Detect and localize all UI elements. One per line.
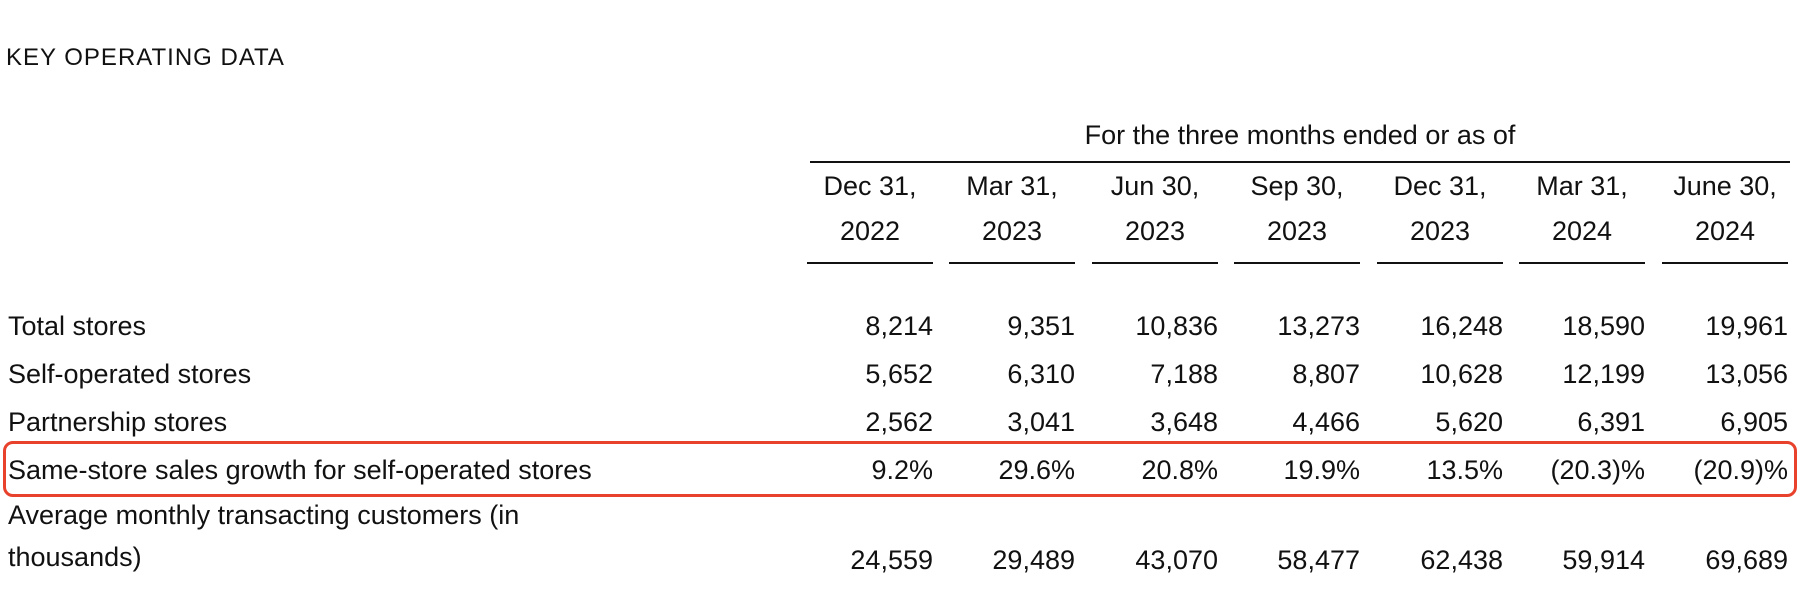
table-cell: 8,807: [1292, 359, 1360, 389]
table-row: Average monthly transacting customers (i…: [8, 494, 1798, 575]
highlight-box: [3, 441, 1797, 497]
column-header: Dec 31, 2022: [807, 164, 933, 264]
table-cell: 4,466: [1292, 407, 1360, 437]
table-cell: 6,391: [1577, 407, 1645, 437]
column-header-line1: Sep 30,: [1250, 171, 1344, 201]
column-header-line2: 2024: [1551, 216, 1613, 246]
column-header-line2: 2023: [1124, 216, 1186, 246]
table-cell: 5,652: [865, 359, 933, 389]
table-row: Partnership stores 2,562 3,041 3,648 4,466 5,…: [8, 398, 1798, 446]
table-row: Same-store sales growth for self-operate…: [8, 446, 1798, 494]
table-cell: 3,648: [1150, 407, 1218, 437]
column-underline: [1662, 260, 1788, 264]
column-header: Mar 31, 2023: [949, 164, 1075, 264]
row-label: Self-operated stores: [8, 359, 252, 389]
table-cell: 2,562: [865, 407, 933, 437]
row-label: Average monthly transacting customers (i…: [8, 500, 520, 572]
column-header: Sep 30, 2023: [1234, 164, 1360, 264]
column-header-line2: 2023: [1409, 216, 1471, 246]
table-cell: 19,961: [1705, 311, 1788, 341]
row-label: Total stores: [8, 311, 147, 341]
table-cell: 13,273: [1277, 311, 1360, 341]
column-group-header: For the three months ended or as of: [810, 120, 1790, 163]
column-underline: [1519, 260, 1645, 264]
table-cell: 9.2%: [871, 455, 933, 485]
table-cell: 62,438: [1420, 545, 1503, 575]
column-header: June 30, 2024: [1662, 164, 1788, 264]
row-label: Partnership stores: [8, 407, 228, 437]
table-cell: 59,914: [1562, 545, 1645, 575]
table-cell: 8,214: [865, 311, 933, 341]
column-underline: [1092, 260, 1218, 264]
row-label: Same-store sales growth for self-operate…: [8, 455, 592, 485]
table-row: Self-operated stores 5,652 6,310 7,188 8,807…: [8, 350, 1798, 398]
table-cell: 9,351: [1007, 311, 1075, 341]
table-cell: 20.8%: [1141, 455, 1218, 485]
column-header: Jun 30, 2023: [1092, 164, 1218, 264]
column-header-line1: Mar 31,: [1536, 171, 1628, 201]
column-header-line2: 2024: [1694, 216, 1756, 246]
table-cell: 58,477: [1277, 545, 1360, 575]
table-cell: 13,056: [1705, 359, 1788, 389]
table-row: Total stores 8,214 9,351 10,836 13,273 16,248…: [8, 302, 1798, 350]
table-cell: 69,689: [1705, 545, 1788, 575]
section-title: KEY OPERATING DATA: [6, 44, 285, 71]
column-header-line2: 2022: [839, 216, 901, 246]
table-cell: (20.3)%: [1550, 455, 1645, 485]
table-cell: 29.6%: [998, 455, 1075, 485]
table-cell: 5,620: [1435, 407, 1503, 437]
column-header-line1: Dec 31,: [823, 171, 917, 201]
table-cell: 18,590: [1562, 311, 1645, 341]
table-cell: 19.9%: [1283, 455, 1360, 485]
table-cell: 13.5%: [1426, 455, 1503, 485]
column-underline: [949, 260, 1075, 264]
table-cell: 6,310: [1007, 359, 1075, 389]
column-header: Mar 31, 2024: [1519, 164, 1645, 264]
table-cell: 10,836: [1135, 311, 1218, 341]
column-header-line1: Mar 31,: [966, 171, 1058, 201]
table-cell: (20.9)%: [1693, 455, 1788, 485]
column-header-line1: Jun 30,: [1110, 171, 1200, 201]
column-header-line1: June 30,: [1673, 171, 1777, 201]
table-cell: 24,559: [850, 545, 933, 575]
column-header-line1: Dec 31,: [1393, 171, 1487, 201]
table-cell: 16,248: [1420, 311, 1503, 341]
column-header: Dec 31, 2023: [1377, 164, 1503, 264]
table-cell: 43,070: [1135, 545, 1218, 575]
column-header-line2: 2023: [981, 216, 1043, 246]
table-cell: 12,199: [1562, 359, 1645, 389]
table-cell: 10,628: [1420, 359, 1503, 389]
column-underline: [1377, 260, 1503, 264]
table-cell: 29,489: [992, 545, 1075, 575]
table-cell: 3,041: [1007, 407, 1075, 437]
table-cell: 6,905: [1720, 407, 1788, 437]
column-header-line2: 2023: [1266, 216, 1328, 246]
column-underline: [1234, 260, 1360, 264]
table-cell: 7,188: [1150, 359, 1218, 389]
column-underline: [807, 260, 933, 264]
